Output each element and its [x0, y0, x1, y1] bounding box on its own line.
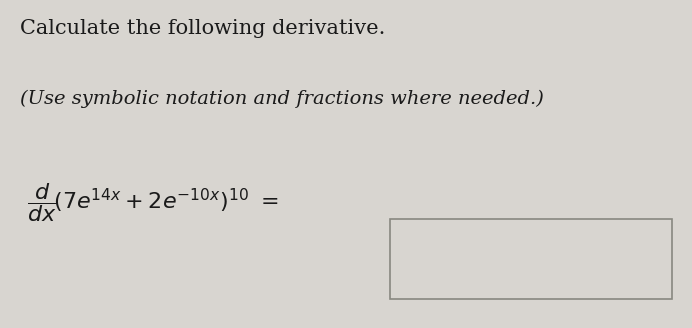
Text: $\dfrac{d}{dx}\!\left(7e^{14x}+2e^{-10x}\right)^{10}\ =$: $\dfrac{d}{dx}\!\left(7e^{14x}+2e^{-10x}… [27, 181, 279, 224]
FancyBboxPatch shape [390, 219, 671, 299]
Text: (Use symbolic notation and fractions where needed.): (Use symbolic notation and fractions whe… [21, 90, 545, 108]
Text: Calculate the following derivative.: Calculate the following derivative. [21, 19, 386, 38]
